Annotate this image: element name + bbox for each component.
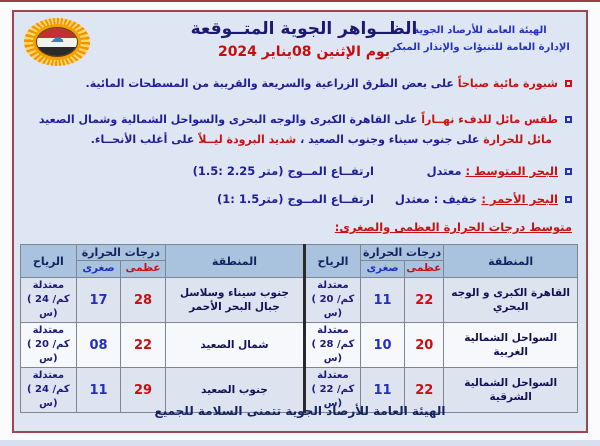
bulletin-panel: ☁ الهيئة العامة للأرصاد الجوية الإدارة ا… <box>12 10 588 433</box>
header-region: المنطقة <box>443 244 578 278</box>
weather-seg: طقس مائل للدفء نهــاراً <box>421 113 558 126</box>
header-wind: الرياح <box>20 244 77 278</box>
header-min: صغرى <box>359 260 406 278</box>
temperatures-heading: متوسط درجات الحرارة العظمى والصغرى: <box>334 220 572 234</box>
table-subheader-row: عظمى صغرى عظمى صغرى <box>21 260 578 278</box>
red-sea-line: البحر الأحمر : خفيف : معتدل ارتفــاع المـ… <box>28 192 572 212</box>
wave-height: ارتفــاع المــوج (1: 1.5متر) <box>217 192 374 206</box>
header-wind: الرياح <box>303 244 361 278</box>
header-max: عظمى <box>404 260 445 278</box>
table-row: السواحل الشمالية الغربية 20 10 معتدلة ( 2… <box>20 322 578 368</box>
cloud-icon: ☁ <box>50 29 64 46</box>
wind-cell: معتدلة ( 22 كم/س) <box>303 367 361 413</box>
region-cell: جنوب سيناء وسلاسل جبال البحر الأحمر <box>164 277 306 323</box>
min-temp-cell: 11 <box>359 367 406 413</box>
min-temp-cell: 10 <box>359 322 406 368</box>
sea-name: البحر الأحمر : <box>481 192 558 206</box>
region-cell: شمال الصعيد <box>164 322 306 368</box>
weather-seg: على القاهرة الكبرى والوجه البحرى والسواح… <box>38 113 422 126</box>
temperatures-table: المنطقة درجات الحرارة الرياح المنطقة درج… <box>20 244 578 413</box>
weather-seg: على جنوب سيناء وجنوب الصعيد ، <box>296 132 484 146</box>
wind-speed: ( 24 كم/س) <box>26 294 70 319</box>
table-header-row: المنطقة درجات الحرارة الرياح المنطقة درج… <box>20 244 578 278</box>
fog-highlight: شبورة مائية صباحاً <box>457 77 558 90</box>
department-name: الإدارة العامة للتنبؤات والإنذار المبكر <box>390 42 570 53</box>
header-min: صغرى <box>75 260 122 278</box>
flag-red-band <box>37 28 77 38</box>
wind-speed: ( 28 كم/س) <box>311 339 355 364</box>
sea-state: خفيف : معتدل <box>394 192 482 206</box>
wind-desc: معتدلة <box>317 325 349 336</box>
max-temp-cell: 20 <box>404 322 445 368</box>
weather-seg: مائل للحرارة <box>483 132 552 146</box>
bullet-square-icon <box>565 196 572 203</box>
wave-height: ارتفــاع المــوج (1.5: 2.25 متر) <box>193 164 374 178</box>
min-temp-cell: 11 <box>359 277 406 323</box>
sea-name: البحر المتوسط : <box>465 164 559 178</box>
top-border-line <box>0 0 600 2</box>
wind-desc: معتدلة <box>32 325 65 336</box>
min-temp-cell: 08 <box>75 322 122 368</box>
region-cell: السواحل الشمالية الغربية <box>443 322 578 368</box>
wind-desc: معتدلة <box>317 280 349 291</box>
wind-cell: معتدلة ( 24 كم/س) <box>20 367 77 413</box>
max-temp-cell: 22 <box>120 322 166 368</box>
min-temp-cell: 17 <box>75 277 122 323</box>
wind-cell: معتدلة ( 20 كم/س) <box>20 322 77 368</box>
wind-speed: ( 22 كم/س) <box>311 384 355 409</box>
weather-seg: شديد البرودة ليــلاً <box>198 132 297 146</box>
table-row: القاهرة الكبرى و الوجه البحري 22 11 معتد… <box>20 277 578 323</box>
weather-bullet: طقس مائل للدفء نهــاراً على القاهرة الكب… <box>28 110 572 150</box>
fog-bullet: شبورة مائية صباحاً على بعض الطرق الزراعي… <box>28 74 572 94</box>
mediterranean-sea-line: البحر المتوسط : معتدل ارتفــاع المــوج (1… <box>28 164 572 184</box>
organization-block: الهيئة العامة للأرصاد الجوية الإدارة الع… <box>380 22 580 56</box>
bullet-square-icon <box>565 116 572 123</box>
page-title: الظــواهر الجوية المتــوقعة <box>190 19 418 39</box>
table-row: السواحل الشمالية الشرقية 22 11 معتدلة ( 2… <box>20 367 578 413</box>
region-cell: القاهرة الكبرى و الوجه البحري <box>443 277 578 323</box>
header-region: المنطقة <box>164 244 306 278</box>
bottom-background-strip <box>0 440 600 446</box>
max-temp-cell: 29 <box>120 367 166 413</box>
sea-state: معتدل <box>426 164 466 178</box>
region-cell: السواحل الشمالية الشرقية <box>443 367 578 413</box>
organization-name: الهيئة العامة للأرصاد الجوية <box>413 25 547 36</box>
header-temps: درجات الحرارة <box>359 244 445 261</box>
wind-speed: ( 24 كم/س) <box>26 384 70 409</box>
wind-cell: معتدلة ( 24 كم/س) <box>20 277 77 323</box>
title-block: الظــواهر الجوية المتــوقعة يوم الإثنين … <box>164 18 444 63</box>
fog-text: على بعض الطرق الزراعية والسريعة والقريبة… <box>85 77 458 90</box>
wind-cell: معتدلة ( 20 كم/س) <box>303 277 361 323</box>
bullet-square-icon <box>565 168 572 175</box>
max-temp-cell: 22 <box>404 277 445 323</box>
header-max: عظمى <box>120 260 166 278</box>
wave-height-value: (1: 1.5متر) <box>217 192 284 206</box>
max-temp-cell: 22 <box>404 367 445 413</box>
max-temp-cell: 28 <box>120 277 166 323</box>
wave-height-label: ارتفــاع المــوج <box>283 192 374 206</box>
forecast-date: يوم الإثنين 08يناير 2024 <box>217 43 391 60</box>
wave-height-label: ارتفــاع المــوج <box>283 164 374 178</box>
flag-black-band <box>37 46 77 56</box>
wind-desc: معتدلة <box>32 280 65 291</box>
wind-speed: ( 20 كم/س) <box>26 339 70 364</box>
safety-message: الهيئة العامة للأرصاد الجوية تتمنى السلا… <box>154 404 446 418</box>
wave-height-value: (1.5: 2.25 متر) <box>192 164 284 178</box>
wind-desc: معتدلة <box>317 370 349 381</box>
meteorological-authority-logo: ☁ <box>24 18 90 66</box>
wind-desc: معتدلة <box>32 370 65 381</box>
wind-cell: معتدلة ( 28 كم/س) <box>303 322 361 368</box>
weather-seg: على أغلب الأنحــاء. <box>90 132 199 146</box>
egypt-flag-emblem: ☁ <box>36 27 78 57</box>
flag-white-band: ☁ <box>37 30 77 47</box>
header-temps: درجات الحرارة <box>75 244 166 261</box>
min-temp-cell: 11 <box>75 367 122 413</box>
region-cell: جنوب الصعيد <box>164 367 306 413</box>
bullet-square-icon <box>565 80 572 87</box>
wind-speed: ( 20 كم/س) <box>311 294 355 319</box>
